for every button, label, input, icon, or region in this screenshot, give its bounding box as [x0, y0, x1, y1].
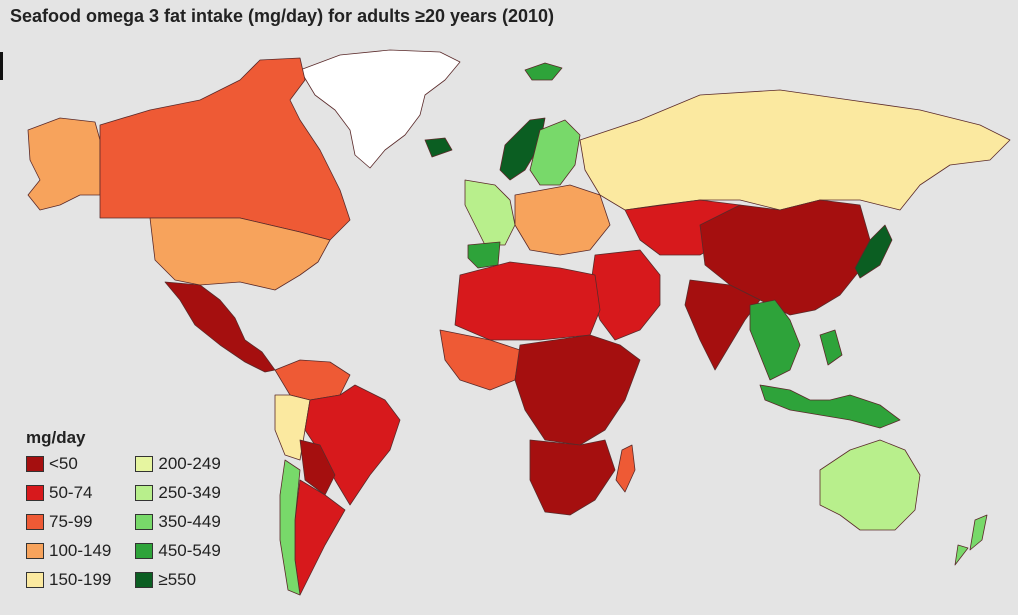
legend-swatch — [26, 485, 44, 501]
region-bolivia-paraguay — [299, 439, 336, 496]
legend-label: 200-249 — [158, 454, 221, 473]
legend-label: ≥550 — [158, 570, 197, 589]
edge-mark — [0, 52, 3, 80]
legend-swatch — [135, 572, 154, 588]
region-norway-iceland — [424, 117, 546, 181]
legend-swatch — [135, 485, 154, 501]
legend-swatch — [135, 514, 154, 530]
region-chile — [279, 459, 301, 596]
legend-swatch — [26, 543, 44, 559]
region-iberia — [467, 241, 501, 269]
region-southern-africa — [529, 439, 616, 516]
region-colombia-venezuela — [274, 359, 351, 401]
region-western-europe — [464, 179, 516, 246]
legend-item: 150-199 — [26, 570, 111, 590]
region-japan — [854, 224, 893, 279]
legend-title: mg/day — [26, 428, 86, 447]
region-svalbard — [524, 62, 563, 81]
map-title: Seafood omega 3 fat intake (mg/day) for … — [10, 6, 555, 26]
legend-swatch — [135, 456, 154, 472]
region-greenland — [299, 49, 461, 169]
legend-swatch — [26, 514, 44, 530]
legend-item: 350-449 — [135, 512, 221, 532]
region-indonesia-philippines — [759, 329, 901, 429]
legend-label: <50 — [49, 454, 78, 473]
legend-label: 100-149 — [49, 541, 112, 560]
legend: mg/day <50 50-74 75-99 100-149 150-199 2… — [26, 428, 221, 590]
legend-item: ≥550 — [135, 570, 220, 590]
region-scandinavia — [529, 119, 581, 186]
region-russia — [579, 89, 1011, 211]
region-australia — [819, 439, 921, 531]
region-usa — [149, 217, 331, 291]
region-india — [684, 279, 761, 371]
region-alaska — [27, 117, 101, 211]
region-mexico-central-america — [164, 281, 276, 373]
region-west-africa — [439, 329, 521, 391]
legend-label: 75-99 — [49, 512, 93, 531]
legend-item: <50 — [26, 454, 111, 474]
legend-item: 50-74 — [26, 483, 111, 503]
legend-item: 200-249 — [135, 454, 221, 474]
region-southeast-asia — [749, 299, 801, 381]
legend-label: 350-449 — [158, 512, 221, 531]
legend-item: 75-99 — [26, 512, 111, 532]
legend-label: 450-549 — [158, 541, 221, 560]
region-new-zealand — [954, 514, 988, 566]
legend-swatch — [26, 456, 44, 472]
legend-column-right: 200-249 250-349 350-449 450-549 ≥550 — [135, 454, 221, 590]
legend-column-left: <50 50-74 75-99 100-149 150-199 — [26, 454, 111, 590]
region-madagascar — [615, 444, 636, 493]
legend-swatch — [135, 543, 154, 559]
legend-swatch — [26, 572, 44, 588]
legend-label: 50-74 — [49, 483, 93, 502]
legend-label: 150-199 — [49, 570, 112, 589]
region-central-africa — [514, 334, 641, 446]
legend-label: 250-349 — [158, 483, 221, 502]
legend-item: 250-349 — [135, 483, 221, 503]
region-middle-east — [589, 249, 661, 341]
region-argentina — [294, 479, 346, 596]
legend-item: 450-549 — [135, 541, 221, 561]
legend-item: 100-149 — [26, 541, 111, 561]
region-north-africa — [454, 261, 601, 341]
region-eastern-europe — [514, 184, 611, 256]
